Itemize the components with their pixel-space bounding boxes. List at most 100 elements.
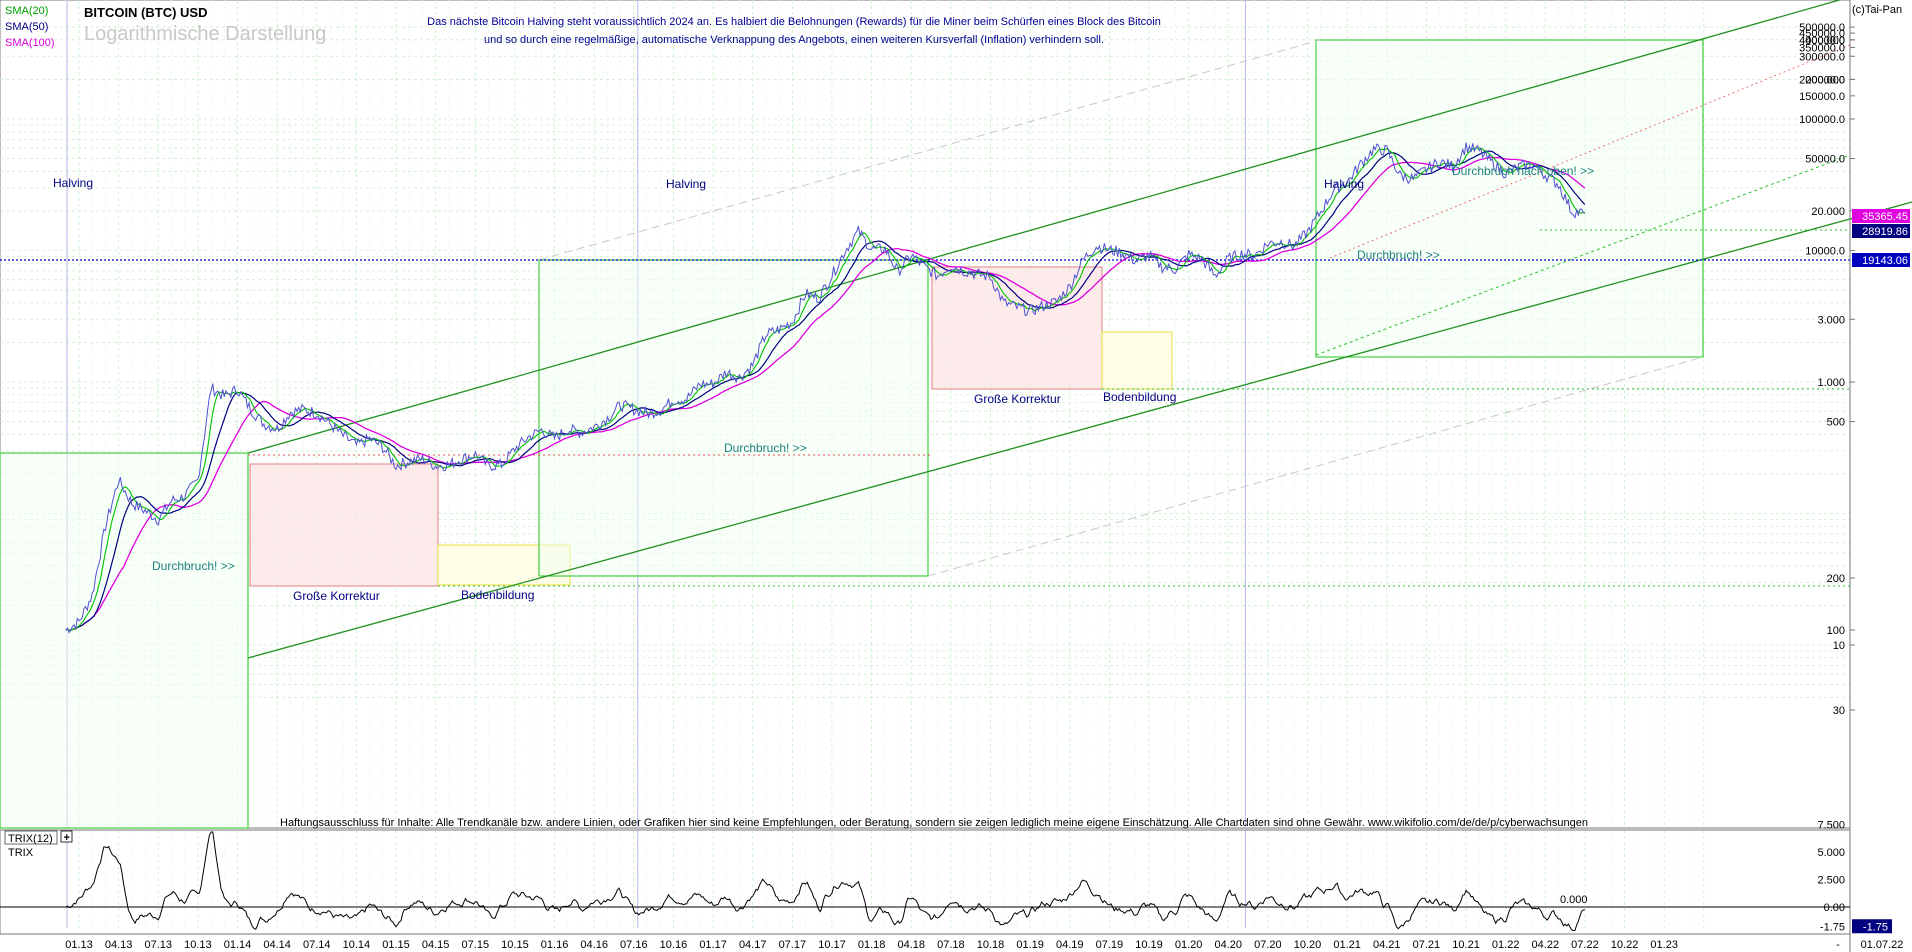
annotation-halving-3: Halving (1324, 177, 1364, 191)
annotation-halving-1: Halving (53, 176, 93, 190)
outer-channel-lower (927, 356, 1704, 577)
x-tick-label: - (1836, 939, 1840, 951)
chart-subtitle: Logarithmische Darstellung (84, 23, 326, 45)
series (65, 142, 1586, 634)
trix-panel-frame (0, 829, 1851, 935)
x-tick-label: 10.18 (977, 939, 1005, 951)
y-tick-label: 20.000 (1811, 206, 1845, 218)
x-tick-label: 04.15 (422, 939, 450, 951)
x-tick-label: 10.17 (818, 939, 846, 951)
x-tick-label: 10.14 (343, 939, 371, 951)
trix-series-label: TRIX (8, 847, 34, 859)
x-tick-label: 01.16 (541, 939, 569, 951)
annotations: Halving Halving Halving Durchbruch! >> D… (53, 164, 1594, 603)
x-tick-label: 04.22 (1532, 939, 1560, 951)
annotation-halving-2: Halving (666, 177, 706, 191)
annotation-korrektur-1: Große Korrektur (293, 589, 380, 603)
price-tag-bg (1852, 224, 1910, 238)
y-tick-label: 100 (1827, 625, 1845, 637)
x-tick-label: 10.15 (501, 939, 529, 951)
y-tick-label: 10000.0 (1805, 246, 1845, 258)
x-tick-label: 07.18 (937, 939, 965, 951)
outer-channel-upper (538, 39, 1321, 261)
red-trend-line (1329, 44, 1851, 259)
y-tick-label: 1.000 (1817, 377, 1845, 389)
x-tick-label: 01.23 (1650, 939, 1678, 951)
y-tick-label: 50000.0 (1805, 154, 1845, 166)
correction-box-2 (931, 266, 1103, 390)
x-tick-label: 01.15 (382, 939, 410, 951)
bottom-box-2 (1101, 331, 1173, 390)
x-tick-label: 07.15 (462, 939, 490, 951)
x-axis: 01.13 04.13 07.13 10.13 01.14 04.14 07.14 10.14… (0, 933, 1904, 951)
y-tick-label: 200 (1827, 573, 1845, 585)
y-tick-label: 450000.0 (1799, 28, 1845, 40)
x-tick-label: 04.13 (105, 939, 133, 951)
x-tick-label: 01.07.22 (1861, 939, 1904, 951)
trix-tick-label: 0.00 (1824, 902, 1845, 914)
annotation-durchbruch-2: Durchbruch! >> (724, 441, 807, 455)
x-tick-label: 10.22 (1611, 939, 1639, 951)
y-tick-label: 150000.0 (1799, 91, 1845, 103)
sma20-line (65, 147, 1585, 631)
annotation-bodenbildung-2: Bodenbildung (1103, 390, 1176, 404)
copyright: (c)Tai-Pan (1852, 4, 1902, 16)
trix-tick-label: 2.500 (1817, 875, 1845, 887)
trix-tick-label: 7.500 (1817, 820, 1845, 832)
x-tick-label: 04.17 (739, 939, 767, 951)
x-tick-label: 07.17 (779, 939, 807, 951)
legend-sma50: SMA(50) (5, 21, 48, 33)
legend-sma100: SMA(100) (5, 37, 55, 49)
price-tag-label: 35365.45 (1862, 211, 1908, 223)
x-tick-label: 10.19 (1135, 939, 1163, 951)
sma50-line (65, 150, 1586, 631)
header-note-line-2: und so durch eine regelmäßige, automatis… (484, 34, 1104, 46)
x-tick-label: 01.13 (65, 939, 93, 951)
x-tick-label: 07.13 (144, 939, 172, 951)
trix-panel: 7.500 5.000 2.500 0.00 -1.75 -1.75 0.000 (0, 820, 1892, 935)
x-tick-label: 07.20 (1254, 939, 1282, 951)
x-tick-label: 07.22 (1571, 939, 1599, 951)
y-tick-label: 400000.0 (1799, 35, 1845, 47)
price-tag-label: 19143.06 (1862, 255, 1908, 267)
x-tick-label: 01.21 (1333, 939, 1361, 951)
plus-icon: + (64, 832, 70, 844)
trix-tick-label: 5.000 (1817, 847, 1845, 859)
disclaimer: Haftungsausschluss für Inhalte: Alle Tre… (280, 817, 1588, 829)
x-tick-label: 04.20 (1215, 939, 1243, 951)
trix-tick-label: -1.75 (1820, 921, 1845, 933)
legend-sma20: SMA(20) (5, 5, 48, 17)
trix-value-tag (1852, 919, 1892, 934)
x-tick-label: 10.20 (1294, 939, 1322, 951)
y-tick-label: 400.000 (1805, 35, 1845, 47)
x-tick-label: 04.16 (580, 939, 608, 951)
x-tick-label: 01.17 (699, 939, 727, 951)
y-tick-label: 30 (1833, 705, 1845, 717)
price-line (65, 142, 1586, 634)
x-tick-label: 01.20 (1175, 939, 1203, 951)
channel-upper (247, 0, 1842, 454)
x-tick-label: 10.16 (660, 939, 688, 951)
x-tick-label: 10.21 (1452, 939, 1480, 951)
correction-box-1 (249, 463, 439, 587)
x-tick-label: 04.21 (1373, 939, 1401, 951)
x-tick-label: 07.16 (620, 939, 648, 951)
cycle-box-1 (0, 452, 249, 829)
trix-label-box (4, 830, 58, 845)
price-tag-bg (1852, 209, 1910, 223)
annotation-durchbruch-1: Durchbruch! >> (152, 559, 235, 573)
trix-value-label: -1.75 (1863, 921, 1888, 933)
header-note-line-1: Das nächste Bitcoin Halving steht voraus… (427, 16, 1161, 28)
y-axis: 10 30 100 200 500 1.000 3.000 10000.0 20.000 5000… (1799, 0, 1910, 952)
price-tag-label: 28919.86 (1862, 226, 1908, 238)
y-tick-label: 350000.0 (1799, 42, 1845, 54)
y-tick-label: 10 (1833, 640, 1845, 652)
annotation-durchbruch-3: Durchbruch! >> (1357, 248, 1440, 262)
x-tick-label: 04.19 (1056, 939, 1084, 951)
x-tick-label: 01.14 (224, 939, 252, 951)
y-tick-label: 500 (1827, 417, 1845, 429)
x-tick-label: 01.19 (1016, 939, 1044, 951)
cycle-box-3 (1315, 39, 1704, 358)
trix-add-button[interactable] (60, 830, 73, 843)
